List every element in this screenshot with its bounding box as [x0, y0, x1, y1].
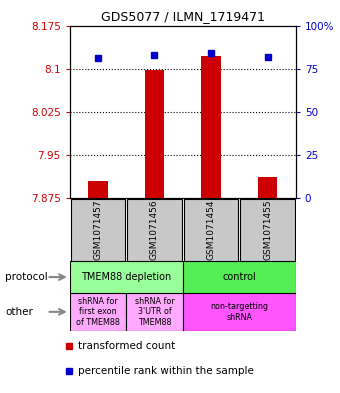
Bar	[128, 199, 182, 261]
Bar	[184, 199, 238, 261]
Bar	[201, 56, 221, 198]
Bar	[71, 199, 125, 261]
Text: GSM1071454: GSM1071454	[206, 200, 216, 260]
Bar	[88, 181, 108, 198]
Text: non-targetting
shRNA: non-targetting shRNA	[210, 302, 268, 321]
Bar	[183, 261, 296, 293]
Text: shRNA for
3'UTR of
TMEM88: shRNA for 3'UTR of TMEM88	[135, 297, 174, 327]
Text: GSM1071457: GSM1071457	[94, 200, 102, 260]
Bar	[240, 199, 295, 261]
Text: GSM1071456: GSM1071456	[150, 200, 159, 260]
Title: GDS5077 / ILMN_1719471: GDS5077 / ILMN_1719471	[101, 10, 265, 23]
Text: TMEM88 depletion: TMEM88 depletion	[81, 272, 171, 282]
Bar	[70, 261, 183, 293]
Bar	[70, 293, 126, 331]
Text: GSM1071455: GSM1071455	[263, 200, 272, 260]
Text: shRNA for
first exon
of TMEM88: shRNA for first exon of TMEM88	[76, 297, 120, 327]
Bar	[258, 177, 277, 198]
Bar	[183, 293, 296, 331]
Text: control: control	[222, 272, 256, 282]
Text: protocol: protocol	[5, 272, 48, 282]
Bar	[126, 293, 183, 331]
Text: transformed count: transformed count	[79, 341, 176, 351]
Text: percentile rank within the sample: percentile rank within the sample	[79, 366, 254, 376]
Text: other: other	[5, 307, 33, 317]
Bar	[144, 70, 164, 198]
